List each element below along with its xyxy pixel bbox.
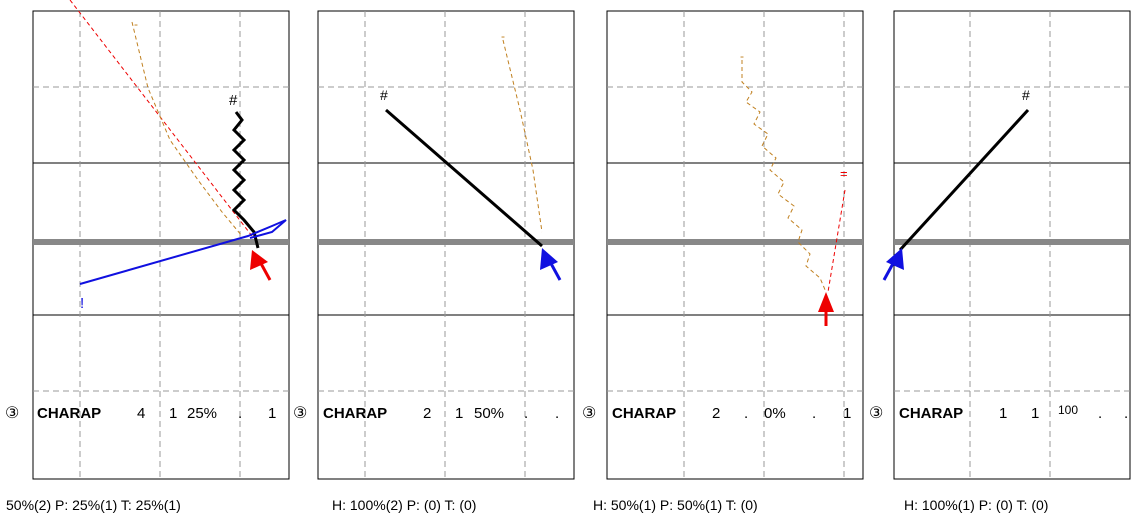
stat-3: 100 — [1058, 403, 1078, 417]
stats-row: ③ CHARAP 4 1 25% . 1 — [5, 405, 276, 422]
blue-path — [79, 219, 287, 285]
blue-arrow — [882, 248, 904, 281]
stat-2: 1 — [455, 405, 463, 422]
panel-2-footer: H: 100%(2) P: (0) T: (0) — [332, 497, 477, 513]
stat-1: 4 — [137, 405, 145, 422]
stat-5: 1 — [843, 405, 851, 422]
stat-2: 1 — [169, 405, 177, 422]
stats-row: ③ CHARAP 1 1 100 . . — [869, 403, 1128, 422]
dashed-path-mark: - — [501, 29, 505, 43]
orange-zigzag-path — [741, 60, 827, 293]
blue-arrow — [540, 248, 562, 281]
stats-row: ③ CHARAP 2 . 0% . 1 — [582, 405, 851, 422]
black-path-mark: # — [380, 87, 388, 103]
stat-2: 1 — [1031, 405, 1039, 422]
red-dashed-path — [827, 189, 846, 293]
stat-3: 50% — [474, 405, 504, 422]
red-path-mark: = — [840, 166, 848, 181]
panel-2: - # ③ CHARAP 2 1 50% . . — [293, 10, 575, 480]
orange-dashed-path — [502, 39, 543, 233]
red-arrow — [250, 250, 272, 281]
stat-4: . — [812, 405, 816, 422]
panel-1-footer: 50%(2) P: 25%(1) T: 25%(1) — [6, 497, 181, 513]
stat-1: 1 — [999, 405, 1007, 422]
circled-number: ③ — [582, 405, 596, 422]
stat-3: 0% — [764, 405, 786, 422]
black-wavy-path — [231, 111, 260, 249]
panel-4-footer: H: 100%(1) P: (0) T: (0) — [904, 497, 1049, 513]
stat-5: . — [1124, 405, 1128, 422]
panel-1: - # ! ③ CHARAP 4 1 25% . 1 — [5, 0, 290, 480]
team-name: CHARAP — [37, 405, 101, 422]
dashed-path-mark: - — [740, 49, 744, 63]
circled-number: ③ — [5, 405, 19, 422]
orange-dashed-path — [131, 21, 243, 237]
black-path-mark: # — [1022, 87, 1030, 103]
stat-4: . — [524, 405, 528, 422]
team-name: CHARAP — [612, 405, 676, 422]
team-name: CHARAP — [323, 405, 387, 422]
circled-number: ③ — [293, 405, 307, 422]
blue-path-mark: ! — [80, 295, 84, 312]
black-path-mark: # — [229, 92, 238, 109]
stat-5: . — [555, 405, 559, 422]
stat-2: . — [744, 405, 748, 422]
dashed-path-mark: - — [134, 17, 138, 31]
team-name: CHARAP — [899, 405, 963, 422]
stat-4: . — [1098, 405, 1102, 422]
panel-4: # ③ CHARAP 1 1 100 . . — [869, 10, 1131, 480]
panel-3-footer: H: 50%(1) P: 50%(1) T: (0) — [593, 497, 758, 513]
stats-row: ③ CHARAP 2 1 50% . . — [293, 405, 559, 422]
black-path — [898, 108, 1030, 252]
stat-1: 2 — [423, 405, 431, 422]
circled-number: ③ — [869, 405, 883, 422]
stat-3: 25% — [187, 405, 217, 422]
black-path — [385, 108, 543, 248]
stat-5: 1 — [268, 405, 276, 422]
stat-4: . — [238, 405, 242, 422]
stat-1: 2 — [712, 405, 720, 422]
red-arrow — [818, 292, 834, 326]
panel-3: - = ③ CHARAP 2 . 0% . 1 — [582, 10, 864, 480]
